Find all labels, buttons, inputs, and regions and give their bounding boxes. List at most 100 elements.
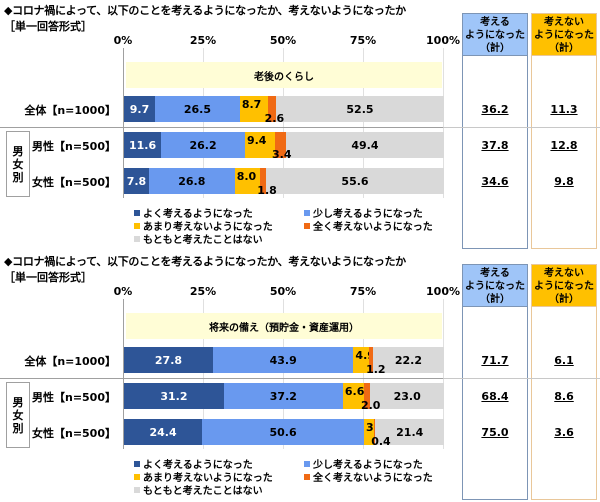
legend-item: よく考えるようになった [134,456,253,471]
stacked-bar: 27.8 43.9 4.9 1.2 22.2 [124,347,444,376]
segment-value: 8.7 [241,98,262,111]
legend-item: あまり考えないようになった [134,469,273,484]
gridline [443,48,444,198]
legend-label: よく考えるようになった [143,209,253,220]
legend-swatch-icon [134,222,140,229]
group-separator [0,378,123,379]
summary-header-line: ようになった [465,281,525,292]
summary-value: 71.7 [481,354,509,367]
summary-column-neg: 考えない ようになった （計） 6.1 8.6 3.6 [531,264,597,500]
segment-value: 49.4 [351,138,379,152]
row-label: 女性【n=500】 [31,176,116,189]
summary-header-line: （計） [480,43,510,54]
summary-header-line: 考える [480,17,510,28]
axis-tick-label: 100% [426,285,460,298]
chart-subtitle: ［単一回答形式］ [4,20,92,33]
legend-swatch-icon [304,460,310,467]
summary-header-line: 考えない [544,17,584,28]
segment-value: 26.8 [178,174,206,188]
plot-area: 老後のくらし 9.7 26.5 8.7 2.6 52.5 11.6 26.2 9.4 3.4 49.… [123,48,444,198]
row-label: 全体【n=1000】 [24,104,116,117]
chart-title: ◆コロナ禍によって、以下のことを考えるようになったか、考えないようになったか [4,4,406,17]
segment-value: 7.8 [126,174,147,188]
bar-segment: 22.2 [372,347,444,373]
legend-swatch-icon [304,209,310,216]
bar-segment: 31.2 [124,383,224,409]
summary-column-neg: 考えない ようになった （計） 11.3 12.8 9.8 [531,13,597,249]
legend-label: もともと考えたことはない [143,486,263,497]
summary-header-line: ようになった [534,281,594,292]
segment-value: 11.6 [128,138,157,152]
row-label: 男性【n=500】 [31,140,116,153]
bar-segment: 52.5 [275,96,444,122]
bar-segment: 23.0 [370,383,444,409]
gridline [283,299,284,449]
segment-value: 23.0 [393,389,421,403]
bar-segment: 50.6 [202,419,364,445]
bar-segment: 3.4 [272,132,292,161]
bar-segment: 37.2 [223,383,343,409]
stacked-bar: 9.7 26.5 8.7 2.6 52.5 [124,96,444,125]
bar-segment: 43.9 [212,347,354,373]
bar-segment: 55.6 [266,168,444,194]
summary-value: 8.6 [554,390,574,403]
stacked-bar: 7.8 26.8 8.0 1.8 55.6 [124,168,444,197]
row-label: 男性【n=500】 [31,391,116,404]
gridline [283,48,284,198]
legend-label: よく考えるようになった [143,460,253,471]
summary-separator [443,378,600,379]
chart-subtitle: ［単一回答形式］ [4,271,92,284]
axis-tick-label: 25% [189,285,217,298]
gridline [203,299,204,449]
bar-segment: 0.4 [371,419,391,448]
axis-tick-label: 75% [349,34,377,47]
legend-swatch-icon [134,486,140,493]
summary-header-line: （計） [549,294,579,305]
bar-segment: 26.8 [148,168,235,194]
stacked-bar: 24.450.63.20.421.4 [124,419,444,448]
segment-value: 21.4 [396,425,424,439]
group-label-char: 別 [12,421,24,435]
stacked-bar: 11.6 26.2 9.4 3.4 49.4 [124,132,444,161]
axis-tick-label: 0% [113,34,133,47]
legend-item: 少し考えるようになった [304,205,423,220]
segment-value: 55.6 [341,174,369,188]
bar-segment: 2.0 [361,383,380,412]
legend-item: 全く考えないようになった [304,218,433,233]
legend-swatch-icon [134,235,140,242]
segment-value: 6.6 [344,385,365,398]
axis-tick-label: 100% [426,34,460,47]
chart-title: ◆コロナ禍によって、以下のことを考えるようになったか、考えないようになったか [4,255,406,268]
row-label: 女性【n=500】 [31,427,116,440]
legend-swatch-icon [134,209,140,216]
bar-segment: 6.6 [342,383,365,409]
category-banner: 老後のくらし [126,62,442,88]
summary-value: 34.6 [481,175,509,188]
axis-tick-label: 50% [269,285,297,298]
group-label-char: 男 [12,144,24,158]
segment-value: 1.8 [257,184,277,197]
category-banner: 将来の備え（預貯金・資産運用） [126,313,442,339]
gridline [363,48,364,198]
summary-value: 11.3 [550,103,578,116]
segment-value: 31.2 [160,389,188,403]
segment-value: 2.6 [264,112,285,125]
legend-swatch-icon [304,473,310,480]
stacked-bar: 31.2 37.2 6.6 2.0 23.0 [124,383,444,412]
segment-value: 22.2 [394,353,422,367]
segment-value: 2.0 [360,399,381,412]
summary-header: 考える ようになった （計） [463,265,527,307]
summary-header: 考えない ようになった （計） [532,14,596,56]
summary-column-pos: 考える ようになった （計） 71.7 68.4 75.0 [462,264,528,500]
axis-tick-label: 75% [349,285,377,298]
summary-value: 6.1 [554,354,574,367]
bar-segment: 7.8 [124,168,149,194]
segment-value: 50.6 [269,425,297,439]
gender-group-label: 男女別 [6,131,30,197]
bar-segment: 21.4 [375,419,444,445]
gridline [363,299,364,449]
segment-value: 26.5 [183,102,211,116]
segment-value: 24.4 [149,425,177,439]
summary-header-line: （計） [549,43,579,54]
legend-swatch-icon [134,473,140,480]
